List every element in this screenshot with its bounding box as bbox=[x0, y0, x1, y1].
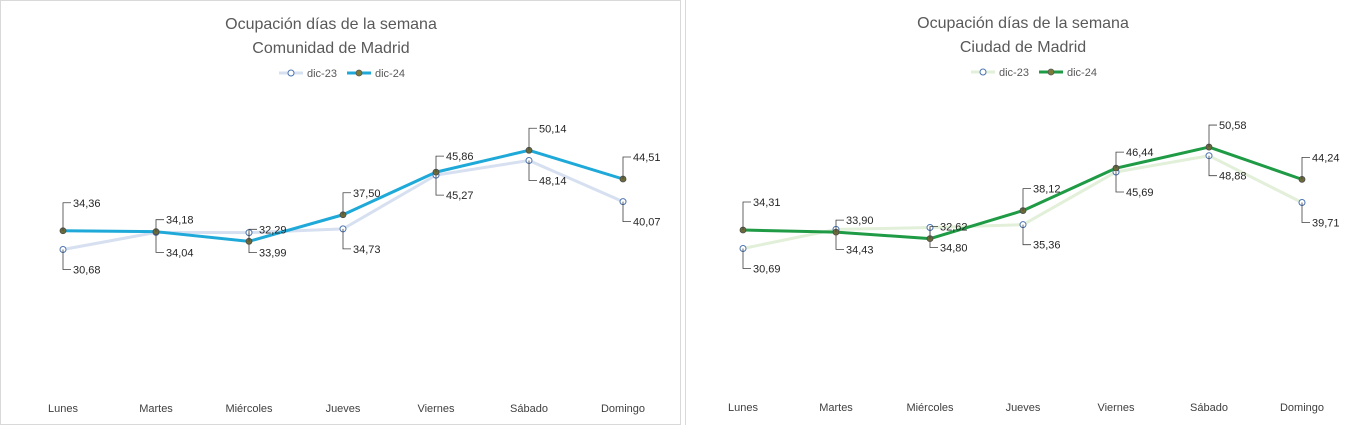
legend-label: dic-24 bbox=[375, 68, 405, 80]
label-leader-line bbox=[742, 201, 751, 231]
label-leader-line bbox=[929, 226, 938, 239]
x-tick-label: Miércoles bbox=[225, 403, 273, 415]
label-leader-line bbox=[835, 229, 844, 250]
chart-svg-comunidad: Ocupación días de la semana Comunidad de … bbox=[48, 16, 661, 415]
label-leader-line bbox=[342, 192, 351, 215]
legend-label: dic-23 bbox=[999, 67, 1029, 79]
data-label-dic-23: 48,14 bbox=[539, 175, 567, 187]
data-label-dic-23: 34,73 bbox=[353, 244, 381, 256]
label-leader-line bbox=[62, 249, 71, 270]
x-tick-label: Viernes bbox=[1097, 402, 1135, 414]
x-tick-label: Jueves bbox=[326, 403, 361, 415]
data-label-dic-23: 35,36 bbox=[1033, 240, 1061, 252]
data-label-dic-24: 38,12 bbox=[1033, 184, 1061, 196]
x-tick-label: Martes bbox=[139, 403, 173, 415]
data-label-dic-24: 50,58 bbox=[1219, 120, 1247, 132]
x-tick-label: Lunes bbox=[48, 403, 78, 415]
data-label-dic-24: 34,18 bbox=[166, 215, 194, 227]
x-tick-label: Domingo bbox=[601, 403, 645, 415]
data-label-dic-23: 30,68 bbox=[73, 265, 101, 277]
data-label-dic-24: 44,24 bbox=[1312, 152, 1340, 164]
label-leader-line bbox=[1022, 224, 1031, 246]
x-tick-label: Sábado bbox=[510, 403, 548, 415]
data-label-dic-24: 45,86 bbox=[446, 151, 474, 163]
data-label-dic-24: 34,31 bbox=[753, 197, 781, 209]
data-label-dic-23: 34,80 bbox=[940, 243, 968, 255]
data-label-dic-23: 30,69 bbox=[753, 263, 781, 275]
data-label-dic-24: 34,36 bbox=[73, 198, 101, 210]
chart-title: Ocupación días de la semana bbox=[917, 15, 1129, 32]
x-tick-label: Martes bbox=[819, 402, 853, 414]
legend-label: dic-24 bbox=[1067, 67, 1097, 79]
label-leader-line bbox=[1301, 202, 1310, 223]
legend-label: dic-23 bbox=[307, 68, 337, 80]
legend-entry-dic-23: dic-23 bbox=[279, 68, 337, 80]
x-tick-label: Viernes bbox=[417, 403, 455, 415]
label-leader-line bbox=[248, 228, 257, 242]
label-leader-line bbox=[1022, 188, 1031, 211]
data-label-dic-24: 44,51 bbox=[633, 152, 661, 164]
legend-entry-dic-23: dic-23 bbox=[971, 67, 1029, 79]
series-line-dic-23 bbox=[742, 154, 1303, 250]
label-leader-line bbox=[528, 160, 537, 181]
legend-entry-dic-24: dic-24 bbox=[347, 68, 405, 80]
label-leader-line bbox=[1115, 171, 1124, 193]
x-tick-label: Lunes bbox=[728, 402, 758, 414]
label-leader-line bbox=[155, 232, 164, 253]
label-leader-line bbox=[835, 219, 844, 233]
data-label-dic-23: 48,88 bbox=[1219, 171, 1247, 183]
data-label-dic-24: 37,50 bbox=[353, 188, 381, 200]
label-leader-line bbox=[1301, 156, 1310, 180]
label-leader-line bbox=[342, 228, 351, 250]
x-tick-label: Sábado bbox=[1190, 402, 1228, 414]
data-label-dic-23: 34,43 bbox=[846, 244, 874, 256]
chart-svg-ciudad: Ocupación días de la semana Ciudad de Mad… bbox=[728, 15, 1340, 414]
chart-title: Ocupación días de la semana bbox=[225, 16, 437, 33]
legend-marker-icon bbox=[1047, 68, 1055, 76]
label-leader-line bbox=[622, 156, 631, 179]
label-leader-line bbox=[1208, 155, 1217, 177]
data-label-dic-23: 34,04 bbox=[166, 247, 194, 259]
label-leader-line bbox=[742, 248, 751, 269]
legend-marker-icon bbox=[287, 69, 295, 77]
data-label-dic-23: 39,71 bbox=[1312, 217, 1340, 229]
chart-subtitle: Comunidad de Madrid bbox=[252, 40, 409, 57]
data-label-dic-23: 33,99 bbox=[259, 248, 287, 260]
data-label-dic-23: 45,27 bbox=[446, 190, 474, 202]
chart-subtitle: Ciudad de Madrid bbox=[960, 39, 1086, 56]
x-tick-label: Miércoles bbox=[906, 402, 954, 414]
chart-comunidad-madrid: Ocupación días de la semana Comunidad de … bbox=[0, 0, 681, 425]
label-leader-line bbox=[435, 175, 444, 196]
label-leader-line bbox=[155, 219, 164, 232]
label-leader-line bbox=[1115, 151, 1124, 169]
x-tick-label: Jueves bbox=[1006, 402, 1041, 414]
x-tick-label: Domingo bbox=[1280, 402, 1324, 414]
legend-marker-icon bbox=[979, 68, 987, 76]
label-leader-line bbox=[435, 155, 444, 173]
label-leader-line bbox=[62, 202, 71, 231]
data-label-dic-24: 32,62 bbox=[940, 222, 968, 234]
label-leader-line bbox=[528, 127, 537, 151]
legend-entry-dic-24: dic-24 bbox=[1039, 67, 1097, 79]
data-label-dic-23: 40,07 bbox=[633, 217, 661, 229]
legend-marker-icon bbox=[355, 69, 363, 77]
data-label-dic-24: 50,14 bbox=[539, 123, 567, 135]
label-leader-line bbox=[622, 201, 631, 223]
chart-ciudad-madrid: Ocupación días de la semana Ciudad de Mad… bbox=[685, 0, 1363, 425]
label-leader-line bbox=[1208, 124, 1217, 148]
data-label-dic-24: 32,29 bbox=[259, 224, 287, 236]
data-label-dic-24: 46,44 bbox=[1126, 147, 1154, 159]
data-label-dic-24: 33,90 bbox=[846, 215, 874, 227]
data-label-dic-23: 45,69 bbox=[1126, 187, 1154, 199]
